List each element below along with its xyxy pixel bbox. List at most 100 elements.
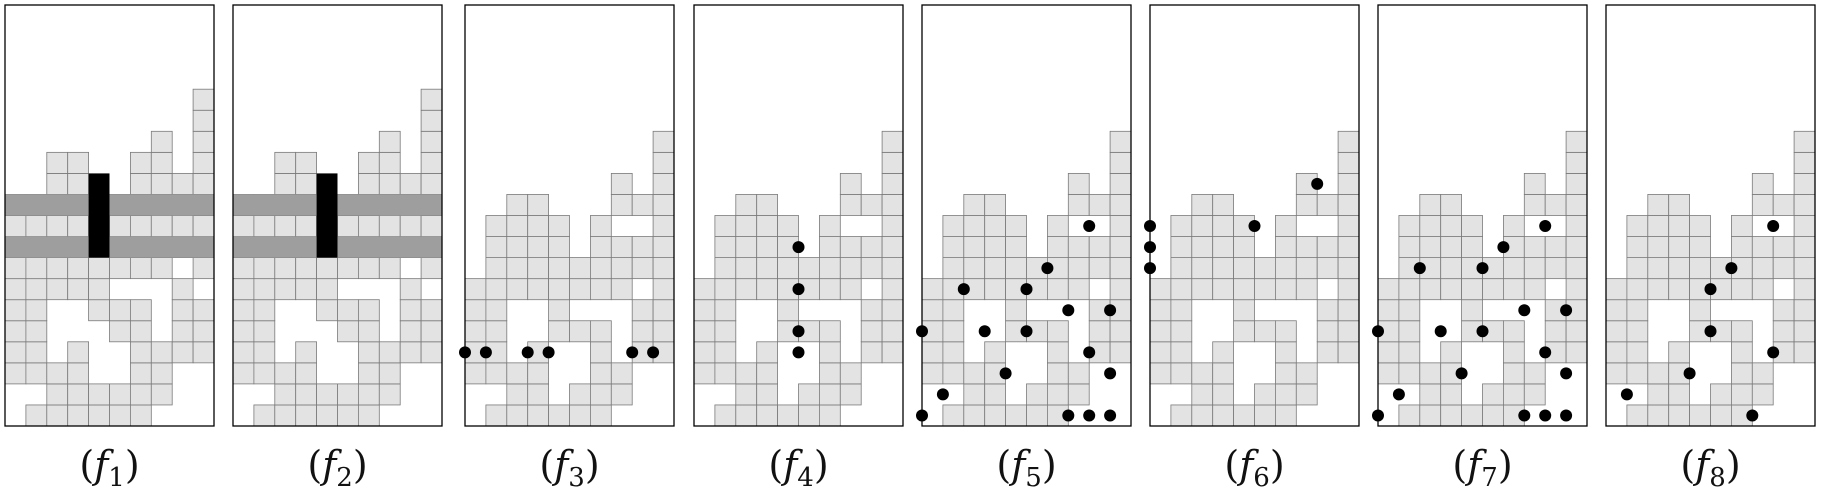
board-cell <box>963 215 986 237</box>
board-cell <box>357 341 380 364</box>
board-cell <box>1149 362 1172 385</box>
board-cell <box>590 383 612 406</box>
board-cell <box>1419 194 1442 216</box>
board-cell <box>756 215 779 237</box>
board-cell <box>295 404 318 427</box>
caption-open: ( <box>79 443 94 487</box>
board-cell <box>25 341 48 364</box>
marker-dot <box>1767 220 1780 233</box>
board-cell <box>25 320 48 343</box>
board-cell <box>631 320 654 343</box>
board-cell <box>1109 278 1132 301</box>
board-cell <box>274 404 297 427</box>
board-cell <box>1191 194 1214 216</box>
board-cell <box>1233 257 1255 280</box>
board-cell <box>590 362 612 385</box>
board-cell <box>1503 362 1525 385</box>
board-cell <box>1233 236 1255 259</box>
board-cell <box>1233 299 1255 322</box>
board-cell <box>399 172 422 195</box>
board-cell <box>1149 341 1172 364</box>
board-cell <box>1398 320 1421 343</box>
marker-dot <box>1518 409 1531 422</box>
board-cell <box>1668 404 1690 427</box>
board-cell <box>150 151 173 174</box>
board-cell <box>1503 278 1525 301</box>
board-cell <box>527 278 550 301</box>
marker-dot <box>1413 262 1426 275</box>
board-cell <box>1605 341 1628 364</box>
board-cell <box>590 257 612 280</box>
board-cell <box>839 362 862 385</box>
board-cell <box>46 362 69 385</box>
board-cell <box>1668 257 1690 280</box>
board-cell <box>485 299 508 322</box>
marker-dot <box>1104 367 1117 380</box>
board-cell <box>548 320 570 343</box>
caption-close: ) <box>1726 443 1741 487</box>
board-cell <box>1170 404 1193 427</box>
board-cell <box>1212 404 1234 427</box>
board-cell <box>1731 278 1753 301</box>
board-cell <box>378 257 401 280</box>
board-cell <box>274 172 297 195</box>
board-cell <box>192 130 215 153</box>
board-cell <box>420 215 443 237</box>
board-cell <box>1026 404 1048 427</box>
board-cell <box>610 236 633 259</box>
board-cell <box>1170 362 1193 385</box>
board-cell <box>192 109 215 132</box>
board-cell <box>1668 236 1690 259</box>
board-cell <box>1731 320 1753 343</box>
board-cell <box>1689 257 1711 280</box>
marker-dot <box>936 388 949 401</box>
board-cell <box>756 278 779 301</box>
board-cell <box>1565 151 1588 174</box>
board-cell <box>1419 236 1442 259</box>
board-cell <box>881 172 904 195</box>
board-cell <box>819 341 841 364</box>
board-cell <box>1275 257 1297 280</box>
board-cell <box>527 215 550 237</box>
board-cell <box>420 109 443 132</box>
board-cell <box>129 172 152 195</box>
board-cell <box>506 194 529 216</box>
marker-dot <box>1476 325 1489 338</box>
board-cell <box>295 383 318 406</box>
board-cell <box>1751 194 1774 216</box>
board-cell <box>652 130 675 153</box>
board-cell <box>1793 320 1816 343</box>
board-cell <box>378 215 401 237</box>
board-cell <box>839 278 862 301</box>
board-panel: (f5) <box>916 4 1132 489</box>
board-panel: (f6) <box>1144 4 1360 489</box>
board-cell <box>150 130 173 153</box>
board-panel: (f8) <box>1605 4 1816 489</box>
board-cell <box>506 278 529 301</box>
marker-dot <box>1539 220 1552 233</box>
board-cell <box>1047 215 1069 237</box>
board-cell <box>1295 236 1318 259</box>
board-cell <box>1461 404 1483 427</box>
board-cell <box>693 299 716 322</box>
board-cell <box>1523 257 1546 280</box>
board-cell <box>1503 257 1525 280</box>
board-cell <box>921 299 944 322</box>
board-cell <box>485 215 508 237</box>
board-cell <box>839 194 862 216</box>
board-cell <box>1275 341 1297 364</box>
board-cell <box>1398 215 1421 237</box>
marker-dot <box>1104 409 1117 422</box>
board-cell <box>67 341 89 364</box>
board-cell <box>610 257 633 280</box>
board-cell <box>942 362 965 385</box>
board-cell <box>819 320 841 343</box>
board-cell <box>984 257 1007 280</box>
board-cell <box>1440 257 1462 280</box>
board-cell <box>1377 299 1400 322</box>
board-cell <box>1109 341 1132 364</box>
board-cell <box>357 320 380 343</box>
marker-dot <box>1746 409 1759 422</box>
board-cell <box>777 215 799 237</box>
board-cell <box>756 383 779 406</box>
